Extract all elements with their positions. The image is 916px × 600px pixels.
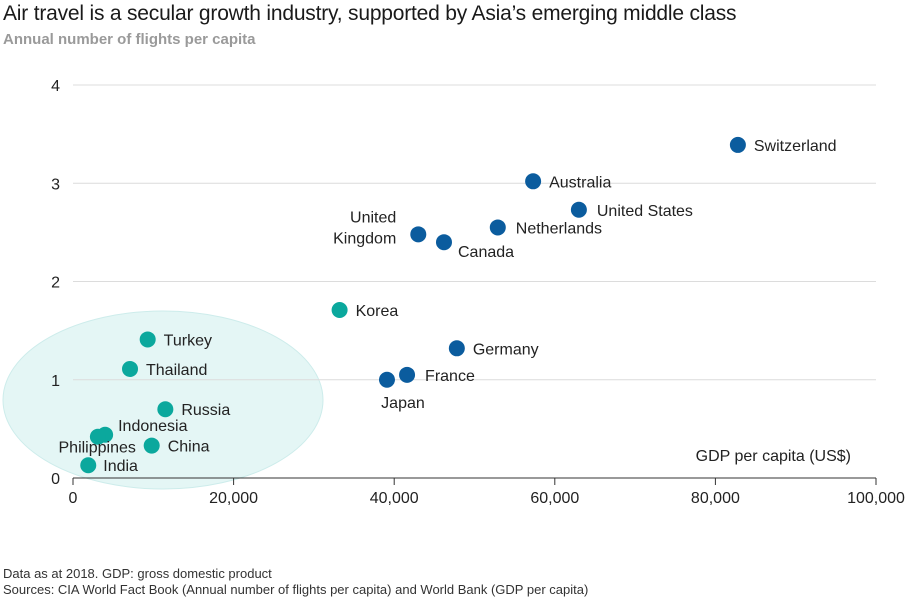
- emerging-markets-highlight: [2, 310, 324, 490]
- x-tick-label: 100,000: [847, 490, 905, 507]
- point-label: Philippines: [59, 440, 136, 457]
- point-label: Japan: [381, 395, 425, 412]
- point-label: Korea: [356, 303, 399, 320]
- point-label: Thailand: [146, 362, 207, 379]
- data-point: [378, 371, 395, 388]
- y-tick-label: 2: [51, 275, 60, 292]
- data-point: [570, 201, 587, 218]
- point-label: United: [350, 209, 396, 226]
- data-point: [157, 401, 174, 418]
- point-label: Kingdom: [333, 230, 396, 247]
- point-label: Netherlands: [516, 220, 602, 237]
- point-label: India: [103, 458, 138, 475]
- data-point: [489, 219, 506, 236]
- data-point: [143, 437, 160, 454]
- data-point: [410, 226, 427, 243]
- y-tick-label: 3: [51, 176, 60, 193]
- footnote-data: Data as at 2018. GDP: gross domestic pro…: [3, 566, 272, 581]
- footnote-sources: Sources: CIA World Fact Book (Annual num…: [3, 582, 589, 597]
- x-tick-label: 20,000: [209, 490, 258, 507]
- data-point: [729, 136, 746, 153]
- point-label: Turkey: [164, 332, 212, 349]
- point-label: China: [168, 439, 210, 456]
- x-tick-label: 80,000: [691, 490, 740, 507]
- data-point: [399, 366, 416, 383]
- data-point: [139, 331, 156, 348]
- data-point: [525, 173, 542, 190]
- data-point: [122, 360, 139, 377]
- x-axis-label: GDP per capita (US$): [696, 448, 851, 465]
- point-label: Switzerland: [754, 138, 837, 155]
- x-tick-label: 40,000: [370, 490, 419, 507]
- y-tick-label: 4: [51, 78, 60, 95]
- point-label: Germany: [473, 341, 539, 358]
- data-point: [80, 457, 97, 474]
- data-point: [331, 301, 348, 318]
- chart-subtitle: Annual number of flights per capita: [3, 31, 256, 48]
- point-label: Canada: [458, 244, 514, 261]
- data-point: [435, 234, 452, 251]
- point-label: France: [425, 368, 475, 385]
- point-label: Australia: [549, 174, 611, 191]
- chart-title: Air travel is a secular growth industry,…: [3, 2, 737, 25]
- y-tick-label: 1: [51, 373, 60, 390]
- point-label: Russia: [181, 402, 230, 419]
- y-tick-label: 0: [51, 471, 60, 488]
- x-tick-label: 0: [69, 490, 78, 507]
- point-label: Indonesia: [118, 418, 187, 435]
- x-tick-label: 60,000: [530, 490, 579, 507]
- point-label: United States: [597, 203, 693, 220]
- data-point: [448, 340, 465, 357]
- data-point: [89, 428, 106, 445]
